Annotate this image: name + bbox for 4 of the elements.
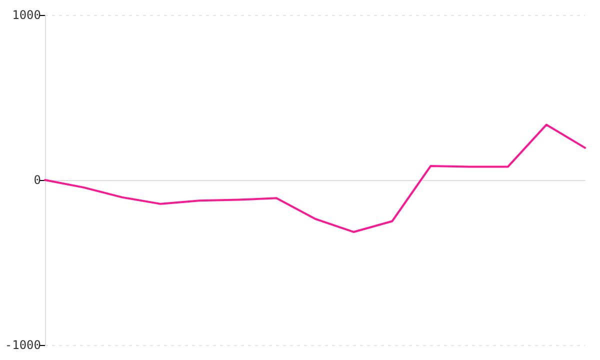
line-series	[44, 124, 586, 233]
y-tick-label: 1000	[12, 8, 41, 22]
y-tick-label: -1000	[4, 338, 41, 352]
y-tick-label: 0	[34, 173, 41, 187]
